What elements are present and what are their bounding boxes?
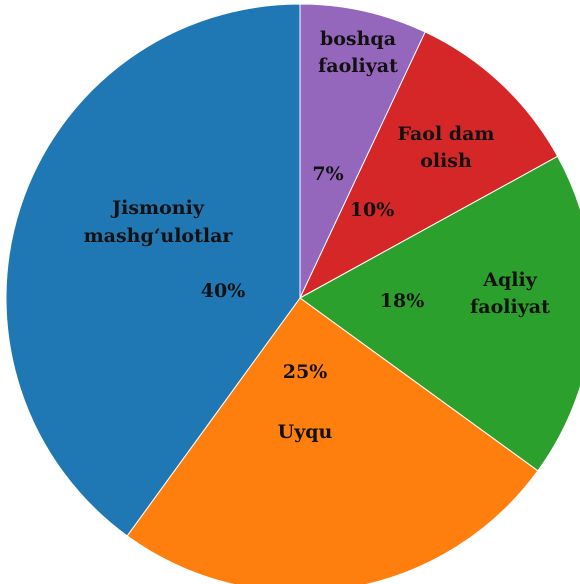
pie-slice-aqliy-faoliyat: [299, 155, 580, 472]
slice-value-boshqa-faoliyat: 7%: [312, 163, 343, 185]
pie-slice-faol-dam-olish: [298, 31, 559, 300]
slice-value-faol-dam-olish: 10%: [350, 199, 395, 221]
slice-label-jismoniy-mashg-ulotlar: Jismoniy mashg‘ulotlar: [84, 197, 234, 247]
slice-label-boshqa-faoliyat: boshqa faoliyat: [318, 28, 398, 77]
slice-value-uyqu: 25%: [283, 361, 328, 383]
slice-label-faol-dam-olish: Faol dam olish: [398, 123, 495, 172]
pie-slice-jismoniy-mashg-ulotlar: [5, 3, 301, 537]
pie-slice-uyqu: [126, 297, 539, 584]
pie-slice-boshqa-faoliyat: [299, 3, 426, 299]
slice-label-aqliy-faoliyat: Aqliy faoliyat: [470, 269, 550, 318]
slice-value-aqliy-faoliyat: 18%: [380, 290, 425, 312]
slice-label-uyqu: Uyqu: [278, 421, 333, 443]
slice-value-jismoniy-mashg-ulotlar: 40%: [201, 280, 246, 302]
pie-slices: [5, 3, 580, 584]
pie-labels: boshqa faoliyat 7% Faol dam olish 10% Aqliy fao…: [84, 28, 551, 443]
